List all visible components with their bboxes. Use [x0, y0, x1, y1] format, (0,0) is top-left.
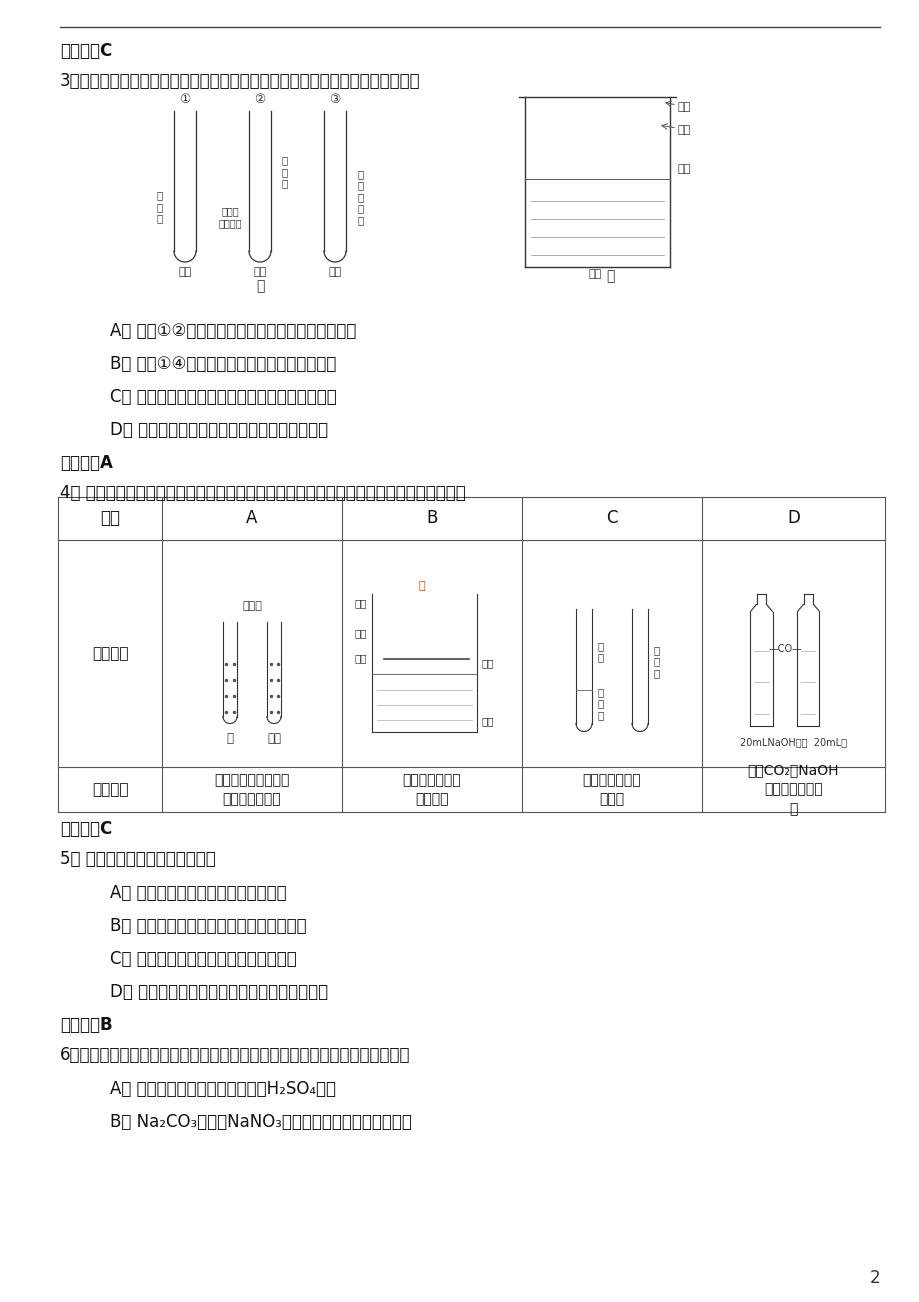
- Text: 「答案」C: 「答案」C: [60, 42, 112, 60]
- Text: 植
物
油: 植 物 油: [282, 155, 288, 189]
- Text: 4． 设计对比实验，控制变量法是学习化学的重要方法，下列对比实验中不能达到目的的是: 4． 设计对比实验，控制变量法是学习化学的重要方法，下列对比实验中不能达到目的的…: [60, 484, 465, 503]
- Text: 探究CO₂与NaOH
溶液能否发生反
应: 探究CO₂与NaOH 溶液能否发生反 应: [747, 763, 838, 816]
- Text: 红磷: 红磷: [677, 125, 690, 135]
- Text: 实验目的: 实验目的: [92, 783, 128, 797]
- Text: D． 干冰、冰水混合物、澄清石灰水都是纯净物: D． 干冰、冰水混合物、澄清石灰水都是纯净物: [110, 983, 328, 1001]
- Text: ③: ③: [329, 92, 340, 105]
- Text: 设计实验: 设计实验: [92, 646, 128, 661]
- Text: ①: ①: [179, 92, 190, 105]
- Text: A． 二氧化碗气体和氧气都能用浓H₂SO₄干燥: A． 二氧化碗气体和氧气都能用浓H₂SO₄干燥: [110, 1079, 335, 1098]
- Text: 铁钉: 铁钉: [328, 267, 341, 277]
- Text: 空
气: 空 气: [597, 641, 604, 663]
- Text: 5． 下列对物质归纳正确的一组是: 5． 下列对物质归纳正确的一组是: [60, 850, 216, 868]
- Text: D: D: [787, 509, 799, 527]
- Text: C． 乙可探究可燃物的燃烧是否需要达到一定温度: C． 乙可探究可燃物的燃烧是否需要达到一定温度: [110, 388, 336, 406]
- Text: B． Na₂CO₃溶液和NaNO₃溶液都能使无色酔鷤试液变红: B． Na₂CO₃溶液和NaNO₃溶液都能使无色酔鷤试液变红: [110, 1113, 412, 1131]
- Text: A． 糖类、维生素、金刚石都是有机物: A． 糖类、维生素、金刚石都是有机物: [110, 884, 287, 902]
- Text: 探究物质燃烧的
所有条件: 探究物质燃烧的 所有条件: [403, 773, 460, 806]
- Text: 3．控制变量法是实验探究的重要方法。利用下图所示实验不能实现的探究目的是: 3．控制变量法是实验探究的重要方法。利用下图所示实验不能实现的探究目的是: [60, 72, 420, 90]
- Text: 探究同种溶质在不同
溶剂中的溶解性: 探究同种溶质在不同 溶剂中的溶解性: [214, 773, 289, 806]
- Text: 铁钉: 铁钉: [253, 267, 267, 277]
- Text: 水: 水: [226, 732, 233, 745]
- Text: 「答案」C: 「答案」C: [60, 820, 112, 838]
- Text: 蒸
馏
水: 蒸 馏 水: [157, 190, 163, 224]
- Text: 植
物
油: 植 物 油: [653, 644, 660, 678]
- Text: 探究鐵生锈的所
有条件: 探究鐵生锈的所 有条件: [582, 773, 641, 806]
- Text: 氯化钠: 氯化钠: [242, 602, 262, 612]
- Text: 「答案」A: 「答案」A: [60, 454, 113, 473]
- Text: —CO—: —CO—: [767, 643, 801, 654]
- Text: 热水: 热水: [482, 659, 494, 668]
- Text: 蒸
馏
水: 蒸 馏 水: [597, 687, 604, 720]
- Text: A: A: [246, 509, 257, 527]
- Text: B． 甲中①④对比可探究鐵的锈蚀与水是否有关: B． 甲中①④对比可探究鐵的锈蚀与水是否有关: [110, 355, 336, 372]
- Text: 乙: 乙: [605, 270, 614, 283]
- Text: 白磷: 白磷: [354, 629, 367, 638]
- Text: D． 乙可探究可燃物的燃烧是否需要与氧气接触: D． 乙可探究可燃物的燃烧是否需要与氧气接触: [110, 421, 328, 439]
- Text: A． 甲中①②对比可探究鐵的锈蚀与植物油是否有关: A． 甲中①②对比可探究鐵的锈蚀与植物油是否有关: [110, 322, 356, 340]
- Text: 🔥: 🔥: [418, 582, 425, 591]
- Text: 热水: 热水: [677, 164, 690, 173]
- Text: 2: 2: [868, 1269, 879, 1286]
- Text: 6．归纳总结和逻辑推理是化学学习中常用的思维方法。下列归纳推理正确的是: 6．归纳总结和逻辑推理是化学学习中常用的思维方法。下列归纳推理正确的是: [60, 1046, 410, 1064]
- Text: 白磷: 白磷: [677, 102, 690, 112]
- Text: 铜片: 铜片: [354, 654, 367, 664]
- Text: 白磷: 白磷: [482, 716, 494, 727]
- Text: 干
燥
的
空
气: 干 燥 的 空 气: [357, 169, 363, 225]
- Text: 编号: 编号: [100, 509, 119, 527]
- Text: 甲: 甲: [255, 279, 264, 293]
- Text: 红磷: 红磷: [354, 599, 367, 608]
- Text: ②: ②: [254, 92, 266, 105]
- Text: 汽油: 汽油: [267, 732, 280, 745]
- Text: B． 矿泉水、洁净的空气、海水都是混合物: B． 矿泉水、洁净的空气、海水都是混合物: [110, 917, 306, 935]
- Text: 20mLNaOH溶液  20mL水: 20mLNaOH溶液 20mL水: [739, 737, 846, 747]
- Text: 「答案」B: 「答案」B: [60, 1016, 112, 1034]
- Text: 铁钉: 铁钉: [178, 267, 191, 277]
- Text: 白磷: 白磷: [588, 270, 601, 279]
- Text: C． 过氧化氢、氧气、氧化铜都是氧化物: C． 过氧化氢、氧气、氧化铜都是氧化物: [110, 950, 297, 967]
- Text: C: C: [606, 509, 617, 527]
- Text: 蒸馏过
的蒸馏水: 蒸馏过 的蒸馏水: [218, 206, 242, 228]
- Text: B: B: [425, 509, 437, 527]
